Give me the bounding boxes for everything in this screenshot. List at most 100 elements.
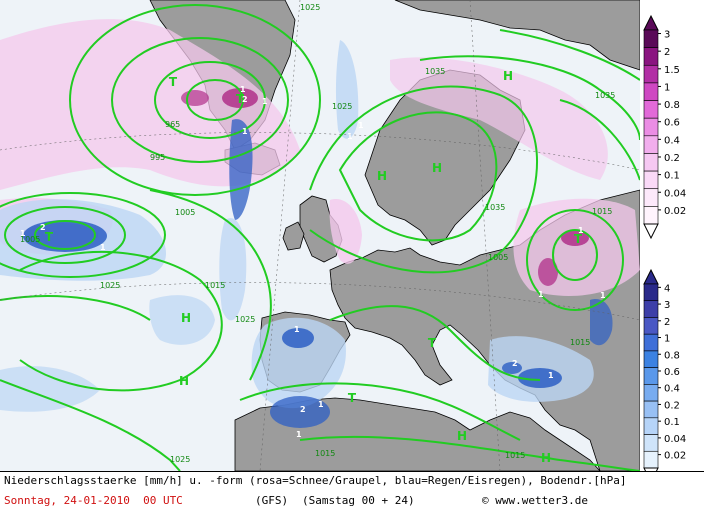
precip-area <box>335 40 359 139</box>
legend-canvas: 3 2 1.5 1 0.8 0.6 0.4 0.2 0.1 0.04 0.02 4 3 2 1 0.8 0.6… <box>643 14 686 484</box>
pressure-center-mark: H <box>377 169 387 183</box>
pressure-center-mark: T <box>45 230 54 244</box>
legend-rain-tick-label: 0.8 <box>664 350 680 361</box>
isobar-scand-high-3 <box>419 55 640 141</box>
footer-date: Sonntag, 24-01-2010 00 UTC <box>4 494 183 507</box>
legend-rain-tick-label: 4 <box>664 283 670 294</box>
isobar-label: 1035 <box>425 67 445 76</box>
isobar-low-iceland-3 <box>111 37 289 163</box>
isobar-label: 995 <box>150 153 165 162</box>
precip-area <box>251 317 346 409</box>
precip-area <box>219 218 247 321</box>
legend-rain: 4 3 2 1 0.8 0.6 0.4 0.2 0.1 0.04 0.02 <box>643 268 686 484</box>
legend-snow-color-step <box>643 206 659 225</box>
legend-rain-color-step <box>643 450 659 469</box>
precip-area <box>590 299 613 346</box>
legend-rain-tick-label: 3 <box>664 300 670 311</box>
precip-core <box>502 362 522 374</box>
precip-value-label: 1 <box>296 430 302 439</box>
isobar-label: 1015 <box>505 451 525 460</box>
precip-value-label: 1 <box>242 127 248 136</box>
isobar-med-low-2 <box>526 209 624 311</box>
precip-value-label: 1 <box>358 121 364 130</box>
precip-value-label: 1 <box>20 229 26 238</box>
legend-rain-color-step <box>643 317 659 335</box>
isobar-scand-high-2 <box>309 85 538 274</box>
precip-value-label: 1 <box>600 291 606 300</box>
legend-snow-tick-label: 3 <box>664 30 670 41</box>
legend-rain-color-step <box>643 434 659 452</box>
legend-rain-tick-label: 2 <box>664 317 670 328</box>
precip-value-label: 1 <box>548 371 554 380</box>
isobar-east-2 <box>499 29 640 81</box>
precip-core <box>538 258 558 286</box>
isobar-med-low-1 <box>552 229 598 281</box>
precip-value-label: 1 <box>262 97 268 106</box>
legend-rain-color-step <box>643 367 659 385</box>
legend-snow-tick-label: 0.8 <box>664 100 680 111</box>
isobar-atlantic-mid <box>149 189 272 381</box>
isobar-label: 1025 <box>170 455 190 464</box>
map-canvas: 995 1005 1015 1025 1035 965 1035 1025 1015 1005 10… <box>0 0 640 471</box>
legend-rain-color-step <box>643 400 659 419</box>
legend-snow-color-step <box>643 64 659 84</box>
legend-rain-tick-label: 0.04 <box>664 434 686 445</box>
legend-rain-tick-label: 0.1 <box>664 417 680 428</box>
precip-value-label: 1 <box>347 132 353 141</box>
isobar-label: 1015 <box>592 207 612 216</box>
precip-area <box>149 295 215 345</box>
isobar-high-atlantic-2 <box>0 295 151 321</box>
legend-snow-color-step <box>643 100 659 119</box>
label-layer: 995 1005 1015 1025 1035 965 1035 1025 1015 1005 10… <box>20 3 615 465</box>
pressure-center-mark: T <box>574 232 583 246</box>
legend-rain-color-step <box>643 350 659 368</box>
precip-area <box>229 119 253 220</box>
graticule-lon-1 <box>259 0 301 471</box>
isobar-med-1 <box>329 305 541 381</box>
footer-model: (GFS) <box>255 494 289 507</box>
legend-rain-tick-label: 0.02 <box>664 451 686 462</box>
legend-snow-tick-label: 2 <box>664 47 670 58</box>
legend-rain-tick-label: 0.4 <box>664 384 680 395</box>
isobar-layer <box>0 4 640 471</box>
isobar-label: 1015 <box>205 281 225 290</box>
legend-rain-color-step <box>643 384 659 402</box>
legend-snow-arrow-top <box>643 14 659 31</box>
isobar-label: 1005 <box>175 208 195 217</box>
isobar-low-iceland-4 <box>69 4 321 196</box>
precip-core <box>181 90 209 106</box>
isobar-label: 1025 <box>332 102 352 111</box>
precip-core <box>222 88 258 108</box>
isobar-label: 1035 <box>595 91 615 100</box>
isobar-sahara-1 <box>299 435 640 471</box>
isobar-label: 965 <box>165 120 180 129</box>
legend-rain-tick-label: 0.6 <box>664 367 680 378</box>
precip-value-label: 1 <box>100 243 106 252</box>
precip-value-label: 2 <box>512 359 518 368</box>
land-ireland <box>282 221 305 251</box>
precip-value-label: 1 <box>240 85 246 94</box>
isobar-med-2 <box>239 382 521 441</box>
precip-core <box>561 230 589 246</box>
isobar-scand-high-1 <box>338 111 498 242</box>
pressure-center-mark: T <box>169 75 178 89</box>
precip-value-label: 1 <box>318 400 324 409</box>
pressure-center-mark: H <box>179 374 189 388</box>
footer-copyright: © www.wetter3.de <box>482 494 588 507</box>
isobar-low-iceland-1 <box>186 79 244 121</box>
pressure-center-mark: T <box>348 391 357 405</box>
isobar-low-west-2 <box>4 206 126 264</box>
footer-run: (Samstag 00 + 24) <box>302 494 415 507</box>
legend-snow-tick-label: 0.4 <box>664 135 680 146</box>
land-arctic-north <box>394 0 640 71</box>
legend-snow-tick-label: 0.02 <box>664 206 686 217</box>
weather-map: 995 1005 1015 1025 1035 965 1035 1025 1015 1005 10… <box>0 0 640 471</box>
precip-core <box>518 368 562 388</box>
legend-snow-tick-label: 1.5 <box>664 65 680 76</box>
isobar-low-west-3 <box>0 192 166 278</box>
legend-panel: 3 2 1.5 1 0.8 0.6 0.4 0.2 0.1 0.04 0.02 4 3 2 1 0.8 0.6… <box>640 0 704 484</box>
precip-layer <box>0 19 640 428</box>
legend-snow-color-step <box>643 153 659 172</box>
legend-rain-arrow-top <box>643 268 659 285</box>
isobar-label: 1035 <box>485 203 505 212</box>
